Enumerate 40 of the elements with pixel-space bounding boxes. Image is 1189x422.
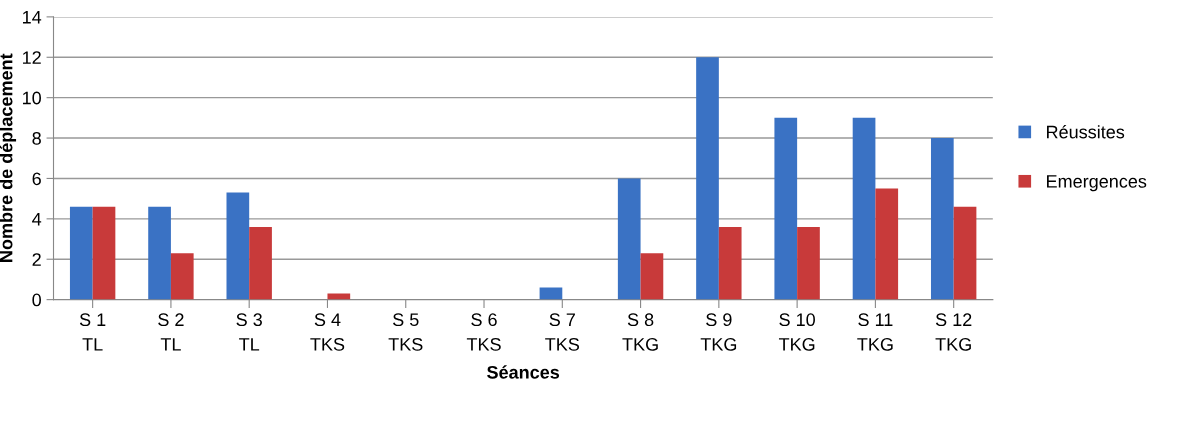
- x-tick-label: S 5 TKS: [388, 313, 423, 351]
- bar: [249, 226, 272, 300]
- bar: [930, 138, 954, 300]
- x-tick-label: S 12 TKG: [935, 313, 972, 351]
- x-tick-label: S 11 TKG: [857, 313, 893, 351]
- bar: [797, 226, 820, 300]
- x-tick-label: S 9 TKG: [700, 313, 737, 351]
- x-axis-title: Séances: [487, 365, 560, 379]
- x-tick-label: S 10 TKG: [778, 313, 815, 351]
- x-tick-label: S 8 TKG: [622, 313, 658, 351]
- bar: [617, 178, 641, 300]
- x-tick-label: S 4 TKS: [310, 313, 345, 351]
- x-tick-label: S 7 TKS: [545, 313, 580, 351]
- x-tick-label: S 6 TKS: [466, 313, 501, 351]
- y-tick-label: 2: [32, 253, 41, 266]
- y-tick-label: 14: [23, 11, 42, 24]
- bar: [226, 192, 250, 300]
- bar: [92, 206, 116, 300]
- y-tick-label: 6: [32, 172, 41, 186]
- x-tick-label: S 3 TL: [236, 313, 262, 351]
- bar: [69, 206, 93, 300]
- y-tick-label: 4: [32, 212, 42, 226]
- bar: [774, 117, 798, 300]
- y-tick-label: 8: [32, 131, 41, 145]
- legend-label: Emergences: [1047, 175, 1147, 192]
- bar: [852, 117, 876, 300]
- bar: [148, 206, 171, 300]
- bar: [640, 253, 664, 300]
- x-tick-label: S 1 TL: [79, 313, 106, 351]
- bar: [170, 253, 194, 300]
- y-tick-label: 10: [23, 91, 41, 105]
- bar: [953, 206, 977, 300]
- bar: [718, 226, 742, 300]
- y-tick-label: 12: [23, 51, 41, 64]
- legend-label: Réussites: [1047, 124, 1125, 139]
- bar: [875, 188, 899, 300]
- y-axis-title: Nombre de déplacement: [0, 53, 17, 262]
- x-tick-label: S 2 TL: [158, 313, 184, 351]
- y-tick-label: 0: [32, 293, 41, 307]
- bar: [696, 57, 719, 300]
